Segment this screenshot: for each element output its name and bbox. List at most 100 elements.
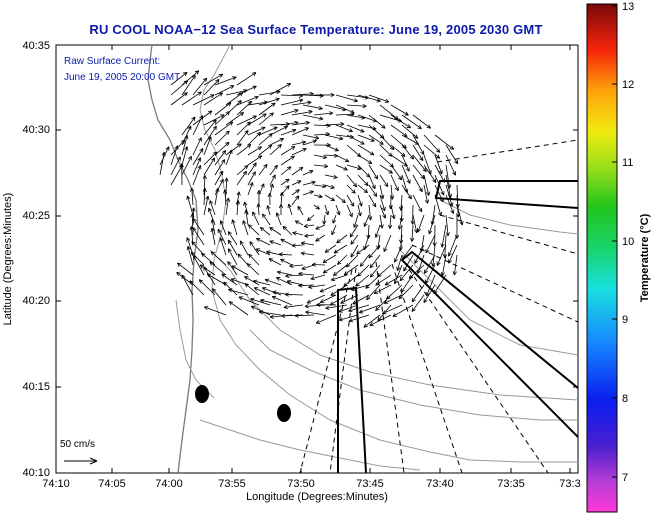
current-vector — [235, 200, 241, 216]
current-vector — [390, 174, 399, 192]
x-tick-label: 73:3 — [559, 478, 580, 490]
current-vector — [280, 258, 293, 266]
current-vector — [209, 261, 227, 276]
current-vector — [189, 187, 195, 206]
current-vector — [192, 115, 203, 136]
current-vector — [247, 146, 262, 156]
current-vector — [416, 254, 425, 274]
current-vector — [202, 175, 207, 196]
current-vector — [258, 133, 273, 146]
current-vector — [335, 194, 346, 204]
current-vector — [301, 241, 315, 246]
current-vector — [346, 124, 365, 133]
current-vector — [225, 197, 231, 216]
current-vector — [412, 144, 424, 161]
current-vector — [337, 254, 348, 265]
current-vector — [428, 214, 436, 235]
current-vector — [192, 157, 202, 176]
current-vector — [379, 194, 386, 212]
current-vector — [192, 218, 205, 236]
current-vector — [298, 271, 315, 277]
current-vector — [258, 102, 276, 116]
current-vector — [350, 244, 359, 258]
current-vector — [336, 234, 348, 244]
current-vector — [219, 220, 227, 236]
current-vector — [306, 294, 326, 304]
current-vector — [379, 204, 387, 219]
y-axis-label: Latitude (Degrees:Minutes) — [2, 193, 14, 326]
current-vector — [280, 238, 293, 246]
transect-dashed — [391, 263, 463, 473]
current-vector — [348, 304, 370, 313]
colorbar-tick-label: 9 — [622, 314, 628, 326]
current-vector — [324, 184, 335, 189]
current-vector — [302, 170, 314, 176]
current-vector — [269, 144, 282, 156]
colorbar-label: Temperature (°C) — [639, 213, 651, 302]
current-vector — [379, 214, 384, 229]
current-vector — [280, 98, 304, 106]
x-tick-label: 73:40 — [426, 478, 454, 490]
current-vector — [338, 314, 359, 322]
current-vector — [244, 276, 260, 286]
current-vector — [203, 92, 223, 106]
current-vector — [236, 165, 249, 176]
current-vector — [289, 263, 304, 269]
current-vector — [369, 264, 381, 278]
current-vector — [159, 151, 166, 176]
current-vector — [363, 214, 370, 227]
current-vector — [262, 213, 271, 226]
current-vector — [280, 155, 295, 166]
current-vector — [280, 178, 290, 186]
current-vector — [302, 190, 314, 196]
current-vector — [357, 174, 369, 187]
current-vector — [346, 103, 367, 109]
current-vector — [357, 144, 375, 156]
current-vector — [423, 184, 430, 204]
current-vector — [201, 252, 216, 266]
current-vector — [228, 288, 249, 296]
current-vector — [315, 314, 337, 324]
current-vector — [456, 204, 464, 226]
current-vector — [223, 189, 228, 206]
current-vector — [291, 243, 304, 248]
current-vector — [324, 174, 338, 179]
current-vector — [366, 284, 381, 301]
current-vector — [259, 226, 271, 236]
current-vector — [359, 254, 370, 267]
current-vector — [199, 264, 216, 276]
current-vector — [307, 214, 315, 222]
current-vector — [192, 148, 204, 166]
current-vector — [258, 89, 281, 96]
transect-dashed — [329, 267, 357, 473]
current-vector — [440, 254, 447, 277]
current-vector — [236, 72, 257, 86]
colorbar-tick-label: 13 — [622, 1, 634, 13]
current-vector — [335, 204, 341, 216]
current-vector — [301, 264, 315, 270]
current-vector — [445, 214, 450, 237]
current-vector — [231, 219, 238, 236]
current-vector — [313, 164, 329, 169]
y-tick-label: 40:15 — [22, 381, 50, 393]
current-vector — [260, 298, 282, 306]
current-vector — [390, 204, 396, 220]
current-vector — [214, 85, 235, 96]
current-vector — [214, 178, 224, 196]
plot-area — [55, 44, 579, 474]
current-vector — [431, 244, 436, 267]
current-vector — [390, 144, 406, 157]
current-vector — [368, 194, 377, 208]
current-vector — [440, 224, 447, 248]
current-vector — [214, 187, 220, 206]
buoy-marker — [277, 404, 291, 422]
current-vector — [379, 164, 393, 174]
transect-dashed — [436, 139, 578, 163]
current-annotation-line2: June 19, 2005 20:00 GMT — [64, 72, 180, 83]
current-vector — [280, 146, 296, 156]
current-vector — [350, 234, 359, 245]
current-vector — [335, 154, 350, 163]
current-vector — [181, 155, 192, 176]
current-vector — [313, 111, 334, 116]
scale-arrow — [64, 457, 98, 465]
